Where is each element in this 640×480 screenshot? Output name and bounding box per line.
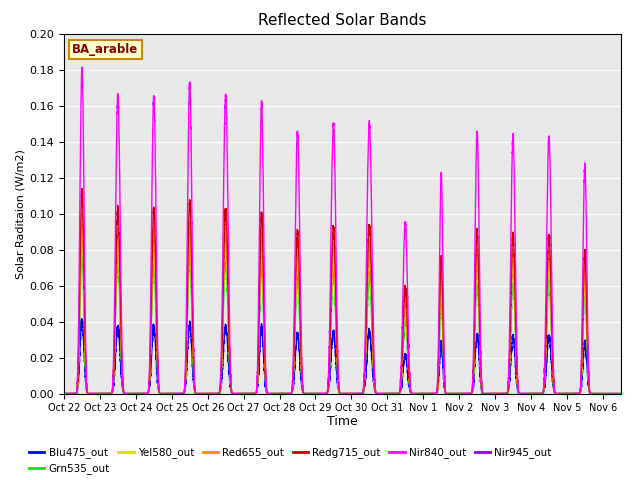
Red655_out bbox=[262, 375, 269, 381]
Grn535_out bbox=[617, 391, 625, 396]
Blu475_out bbox=[473, 334, 481, 340]
Red655_out bbox=[88, 391, 96, 396]
Line: Grn535_out: Grn535_out bbox=[64, 245, 621, 394]
Yel580_out bbox=[390, 391, 397, 396]
Red655_out bbox=[414, 391, 422, 396]
Nir840_out bbox=[503, 391, 511, 396]
Yel580_out bbox=[414, 391, 422, 396]
Blu475_out bbox=[414, 391, 422, 396]
Blu475_out bbox=[77, 316, 85, 322]
Line: Yel580_out: Yel580_out bbox=[64, 228, 621, 394]
Grn535_out bbox=[60, 391, 68, 396]
Yel580_out bbox=[503, 391, 511, 396]
Grn535_out bbox=[414, 391, 422, 396]
Redg715_out bbox=[60, 391, 68, 396]
Yel580_out bbox=[617, 391, 625, 396]
Yel580_out bbox=[262, 377, 269, 383]
Nir945_out bbox=[617, 391, 625, 396]
Grn535_out bbox=[88, 391, 96, 396]
Nir840_out bbox=[88, 391, 96, 396]
Redg715_out bbox=[262, 373, 269, 379]
Grn535_out bbox=[390, 391, 397, 396]
Blu475_out bbox=[617, 391, 625, 396]
Nir840_out bbox=[78, 64, 86, 70]
Grn535_out bbox=[473, 274, 481, 280]
Blu475_out bbox=[262, 385, 269, 391]
Redg715_out bbox=[414, 391, 422, 396]
Red655_out bbox=[390, 391, 397, 396]
Legend: Blu475_out, Grn535_out, Yel580_out, Red655_out, Redg715_out, Nir840_out, Nir945_: Blu475_out, Grn535_out, Yel580_out, Red6… bbox=[25, 443, 556, 479]
Nir840_out bbox=[262, 365, 269, 371]
Yel580_out bbox=[78, 226, 86, 231]
Redg715_out bbox=[617, 391, 625, 396]
Line: Red655_out: Red655_out bbox=[64, 213, 621, 394]
Red655_out bbox=[617, 391, 625, 396]
Red655_out bbox=[78, 210, 86, 216]
Y-axis label: Solar Raditaion (W/m2): Solar Raditaion (W/m2) bbox=[15, 149, 26, 278]
X-axis label: Time: Time bbox=[327, 415, 358, 428]
Nir840_out bbox=[617, 391, 625, 396]
Yel580_out bbox=[88, 391, 96, 396]
Blu475_out bbox=[390, 391, 397, 396]
Grn535_out bbox=[262, 378, 269, 384]
Nir945_out bbox=[390, 391, 397, 396]
Line: Nir945_out: Nir945_out bbox=[64, 223, 621, 394]
Redg715_out bbox=[88, 391, 96, 396]
Nir945_out bbox=[88, 391, 96, 396]
Blu475_out bbox=[503, 391, 511, 396]
Blu475_out bbox=[88, 391, 96, 396]
Nir945_out bbox=[473, 253, 481, 259]
Grn535_out bbox=[78, 242, 86, 248]
Nir840_out bbox=[473, 134, 481, 140]
Yel580_out bbox=[473, 259, 481, 265]
Nir945_out bbox=[78, 220, 86, 226]
Text: BA_arable: BA_arable bbox=[72, 43, 139, 56]
Redg715_out bbox=[503, 391, 511, 396]
Line: Blu475_out: Blu475_out bbox=[64, 319, 621, 394]
Red655_out bbox=[473, 251, 481, 257]
Redg715_out bbox=[390, 391, 397, 396]
Title: Reflected Solar Bands: Reflected Solar Bands bbox=[258, 13, 427, 28]
Nir840_out bbox=[60, 391, 68, 396]
Nir840_out bbox=[390, 391, 397, 396]
Redg715_out bbox=[78, 186, 86, 192]
Yel580_out bbox=[60, 391, 68, 396]
Blu475_out bbox=[60, 391, 68, 396]
Line: Nir840_out: Nir840_out bbox=[64, 67, 621, 394]
Nir945_out bbox=[414, 391, 422, 396]
Nir945_out bbox=[60, 391, 68, 396]
Nir945_out bbox=[262, 377, 269, 383]
Line: Redg715_out: Redg715_out bbox=[64, 189, 621, 394]
Grn535_out bbox=[503, 391, 511, 396]
Red655_out bbox=[60, 391, 68, 396]
Redg715_out bbox=[473, 230, 481, 236]
Red655_out bbox=[503, 391, 511, 396]
Nir945_out bbox=[503, 391, 511, 396]
Nir840_out bbox=[414, 391, 422, 396]
